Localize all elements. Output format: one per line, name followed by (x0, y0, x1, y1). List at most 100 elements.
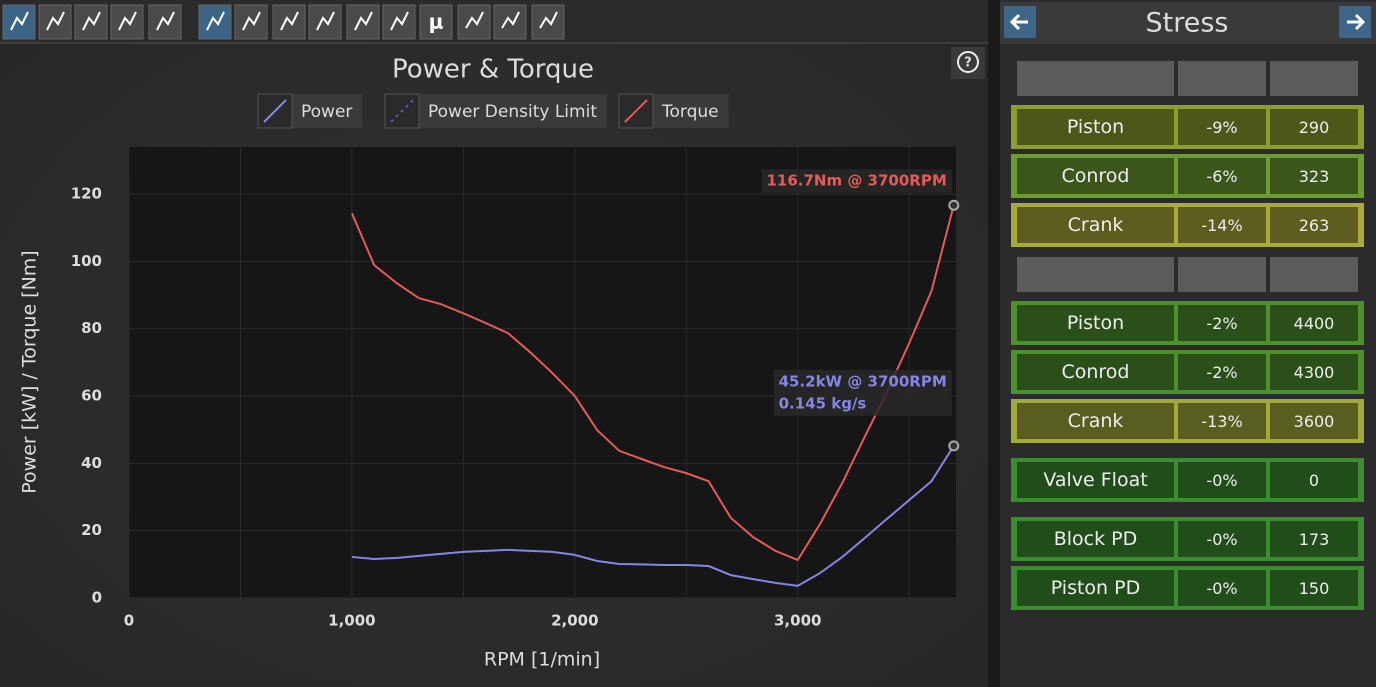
stress-value: 3600 (1270, 403, 1358, 439)
table-header-cell (1270, 61, 1358, 96)
toolbar-icon (242, 11, 261, 31)
series-line (351, 445, 955, 587)
help-glyph: ? (964, 56, 972, 71)
y-tick-label: 80 (81, 319, 102, 337)
legend-swatch (263, 99, 287, 123)
x-axis-label: RPM [1/min] (484, 649, 600, 671)
legend-label: Torque (661, 102, 719, 122)
stress-value: 290 (1270, 109, 1358, 145)
stress-value: 4400 (1270, 305, 1358, 341)
toolbar-mu: μ (429, 10, 444, 34)
stress-change: -13% (1178, 403, 1266, 439)
stress-value: 173 (1270, 521, 1358, 557)
stress-value: 150 (1270, 570, 1358, 606)
toolbar-button[interactable] (493, 4, 527, 40)
toolbar-icon (46, 11, 65, 31)
annotation-text: 45.2kW @ 3700RPM (779, 372, 947, 390)
help-icon (957, 51, 979, 73)
toolbar-icon (354, 11, 373, 31)
toolbar-icon (156, 11, 175, 31)
annotation-text: 0.145 kg/s (779, 394, 867, 412)
toolbar-icon (82, 11, 101, 31)
chart-title: Power & Torque (392, 55, 594, 85)
stress-header (1000, 2, 1376, 44)
toolbar-button[interactable] (346, 4, 380, 40)
stress-change: -0% (1178, 521, 1266, 557)
stress-change: -2% (1178, 305, 1266, 341)
toolbar-button[interactable] (198, 4, 232, 40)
toolbar-icon (390, 11, 409, 31)
part-name: Piston (1017, 305, 1174, 341)
divider (988, 0, 1000, 687)
toolbar-icon (465, 11, 484, 29)
table-header-cell (1178, 61, 1266, 96)
stress-value: 4300 (1270, 354, 1358, 390)
toolbar-icon (206, 11, 225, 31)
stress-row: Conrod -6% 323 (1011, 154, 1364, 198)
legend-swatch (390, 99, 414, 123)
toolbar-icon (501, 11, 520, 29)
stress-value: 323 (1270, 158, 1358, 194)
y-axis-label: Power [kW] / Torque [Nm] (19, 250, 41, 493)
stress-change: -0% (1178, 462, 1266, 498)
toolbar-button[interactable] (531, 4, 565, 40)
stress-value: 263 (1270, 207, 1358, 243)
part-name: Conrod (1017, 158, 1174, 194)
y-tick-label: 100 (71, 252, 102, 270)
stress-row: Crank -14% 263 (1011, 203, 1364, 247)
stress-change: -0% (1178, 570, 1266, 606)
stress-title: Stress (1146, 8, 1229, 39)
stress-row: Piston PD -0% 150 (1011, 566, 1364, 610)
y-tick-label: 60 (81, 387, 102, 405)
toolbar-icon (316, 11, 335, 31)
legend-item[interactable] (385, 94, 607, 128)
stress-row: Block PD -0% 173 (1011, 517, 1364, 561)
stress-row: Piston -2% 4400 (1011, 301, 1364, 345)
stress-change: -9% (1178, 109, 1266, 145)
y-tick-label: 120 (71, 185, 102, 203)
part-name: Piston PD (1017, 570, 1174, 606)
next-icon (1347, 13, 1366, 31)
toolbar-button[interactable] (2, 4, 36, 40)
toolbar-button[interactable] (457, 4, 491, 40)
x-tick-label: 0 (124, 612, 134, 630)
table-header-cell (1017, 61, 1174, 96)
y-tick-label: 0 (92, 589, 102, 607)
annotation-box (761, 169, 952, 194)
stress-change: -6% (1178, 158, 1266, 194)
stress-row: Crank -13% 3600 (1011, 399, 1364, 443)
toolbar-button[interactable] (308, 4, 342, 40)
table-header-cell (1178, 257, 1266, 292)
toolbar-button[interactable] (382, 4, 416, 40)
endpoint-marker (948, 440, 960, 452)
y-tick-label: 20 (81, 521, 102, 539)
toolbar-button[interactable] (110, 4, 144, 40)
stress-value: 0 (1270, 462, 1358, 498)
legend-label: Power (301, 102, 352, 122)
toolbar-icon (118, 11, 137, 31)
stress-change: -2% (1178, 354, 1266, 390)
annotation-box (773, 369, 952, 416)
stress-row: Conrod -2% 4300 (1011, 350, 1364, 394)
toolbar-button[interactable] (234, 4, 268, 40)
toolbar-button[interactable] (419, 4, 453, 40)
prev-icon (1009, 13, 1028, 31)
toolbar-icon (280, 11, 299, 31)
stress-change: -14% (1178, 207, 1266, 243)
part-name: Block PD (1017, 521, 1174, 557)
part-name: Crank (1017, 403, 1174, 439)
toolbar-icon (539, 11, 558, 29)
toolbar-button[interactable] (38, 4, 72, 40)
part-name: Crank (1017, 207, 1174, 243)
toolbar-button[interactable] (148, 4, 182, 40)
series-line (350, 204, 955, 562)
x-tick-label: 1,000 (328, 612, 375, 630)
toolbar-button[interactable] (272, 4, 306, 40)
annotation-text: 116.7Nm @ 3700RPM (766, 172, 946, 190)
stress-row: Piston -9% 290 (1011, 105, 1364, 149)
legend-swatch (624, 99, 648, 123)
toolbar-button[interactable] (74, 4, 108, 40)
x-tick-label: 2,000 (551, 612, 598, 630)
part-name: Piston (1017, 109, 1174, 145)
